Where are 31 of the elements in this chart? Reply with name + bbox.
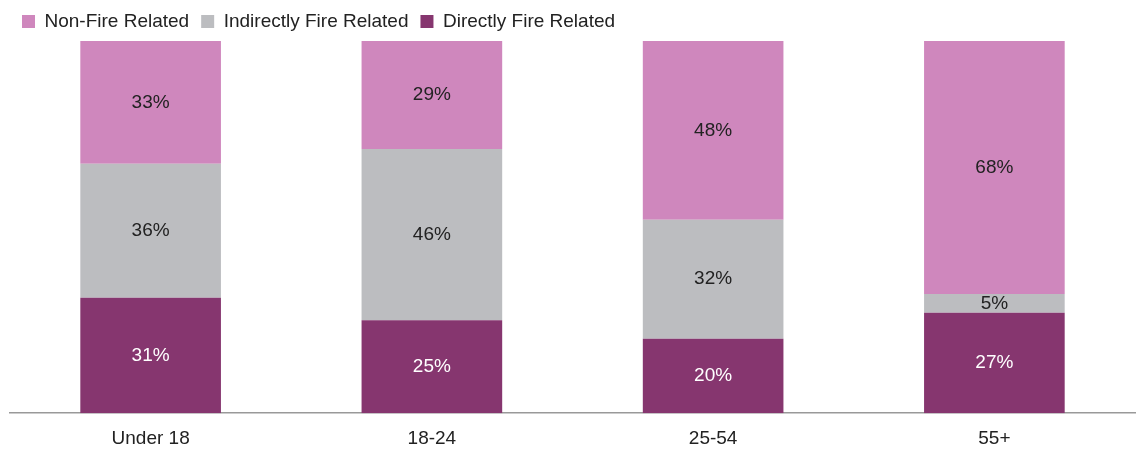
legend-label: Directly Fire Related	[442, 9, 616, 31]
data-label: 36%	[131, 219, 170, 241]
bar	[642, 219, 784, 339]
bar	[80, 41, 221, 164]
bar	[361, 148, 503, 321]
bar	[642, 41, 784, 220]
bar	[361, 320, 503, 414]
x-tick-label: 25-54	[688, 426, 738, 448]
bar	[924, 294, 1065, 313]
data-label: 20%	[694, 364, 733, 386]
bar	[361, 41, 503, 149]
x-tick-label: Under 18	[111, 426, 190, 448]
x-tick-label: 55+	[978, 426, 1011, 448]
legend-label: Non-Fire Related	[44, 9, 190, 31]
x-tick-label: 18-24	[407, 426, 457, 448]
bar	[924, 41, 1065, 295]
data-label: 27%	[975, 351, 1014, 373]
data-label: 48%	[694, 118, 733, 140]
data-label: 5%	[980, 291, 1009, 313]
legend-label: Indirectly Fire Related	[223, 9, 409, 31]
data-label: 31%	[131, 343, 170, 365]
data-label: 29%	[412, 83, 451, 105]
data-label: 68%	[975, 155, 1014, 177]
bar	[924, 312, 1065, 414]
bar	[80, 297, 221, 414]
data-label: 32%	[694, 267, 733, 289]
data-label: 46%	[412, 222, 451, 244]
bar	[642, 338, 784, 414]
data-label: 33%	[131, 90, 170, 112]
bar	[80, 163, 221, 298]
data-label: 25%	[412, 354, 451, 376]
